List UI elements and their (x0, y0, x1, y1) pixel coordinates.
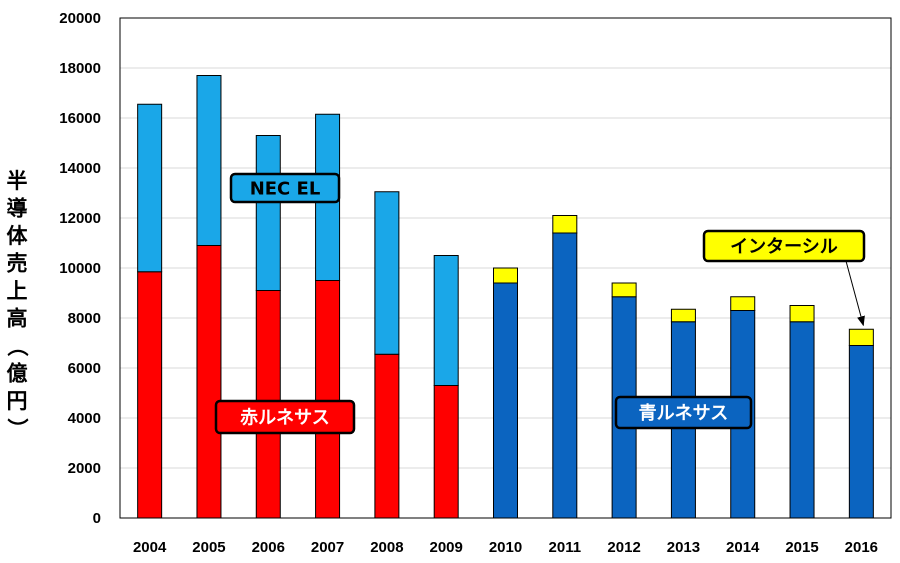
bars (137, 75, 874, 519)
bar-segment (611, 282, 637, 298)
bar-segment (730, 296, 756, 311)
callout-label: 赤ルネサス (240, 408, 330, 429)
bar-segment (552, 215, 578, 234)
x-axis-ticks: 2004 2005 2006 2007 2008 2009 2010 2011 2012 2013… (133, 539, 878, 556)
bar-segment (670, 308, 696, 323)
x-tick-label: 2007 (311, 539, 344, 556)
bar-segment (433, 385, 459, 519)
bar-segment (493, 282, 518, 519)
y-tick-label: 10000 (59, 260, 101, 277)
x-tick-label: 2011 (549, 539, 582, 556)
x-tick-label: 2016 (845, 539, 878, 556)
bar-segment (789, 321, 815, 519)
x-tick-label: 2009 (430, 539, 463, 556)
x-tick-label: 2014 (726, 539, 760, 556)
y-label-char: （ (5, 336, 29, 357)
x-tick-label: 2010 (489, 539, 522, 556)
y-label-char: 高 (7, 307, 28, 331)
x-tick-label: 2008 (370, 539, 403, 556)
x-tick-label: 2006 (252, 539, 285, 556)
bar-segment (374, 353, 400, 519)
callout-box (702, 229, 866, 263)
y-axis-ticks: 0 2000 4000 6000 8000 10000 12000 14000 16000 180… (59, 10, 101, 527)
bar-segment (789, 305, 815, 323)
y-label-char: 体 (7, 224, 29, 248)
y-tick-label: 0 (93, 510, 101, 527)
y-label-char: 売 (7, 252, 28, 276)
bar-segment (552, 232, 578, 519)
callout-box (229, 172, 341, 204)
y-tick-label: 20000 (59, 10, 101, 27)
y-tick-label: 6000 (68, 360, 101, 377)
x-tick-label: 2015 (785, 539, 818, 556)
x-tick-label: 2013 (667, 539, 700, 556)
y-label-char: 円 (7, 389, 28, 413)
y-label-char: 億 (7, 362, 28, 386)
x-tick-label: 2012 (607, 539, 640, 556)
y-tick-label: 2000 (68, 460, 101, 477)
y-tick-label: 12000 (59, 210, 101, 227)
callout-arrow (845, 260, 865, 327)
bar-segment (433, 255, 459, 386)
bar-segment (255, 135, 281, 291)
callout-box (214, 399, 356, 435)
x-tick-label: 2004 (133, 539, 167, 556)
bar-segment (137, 103, 163, 273)
x-tick-label: 2005 (192, 539, 225, 556)
callout-label: インターシル (730, 237, 838, 258)
y-tick-label: 16000 (59, 110, 101, 127)
bar-segment (848, 345, 874, 519)
y-label-char: ） (5, 418, 29, 439)
callout-label: NEC EL (250, 179, 321, 200)
y-label-char: 導 (7, 197, 28, 221)
bar-segment (196, 75, 222, 246)
bar-segment (493, 267, 518, 284)
y-tick-label: 4000 (68, 410, 101, 427)
y-tick-label: 14000 (59, 160, 101, 177)
y-tick-label: 8000 (68, 310, 101, 327)
bar-segment (137, 271, 163, 519)
y-label-char: 半 (7, 169, 28, 193)
y-label-char: 上 (7, 279, 28, 303)
bar-segment (374, 191, 400, 355)
y-tick-label: 18000 (59, 60, 101, 77)
bar-segment (848, 328, 874, 346)
callout-box (614, 395, 753, 430)
bar-segment (196, 245, 222, 519)
bar-segment (315, 280, 341, 519)
callout-label: 青ルネサス (639, 403, 729, 424)
